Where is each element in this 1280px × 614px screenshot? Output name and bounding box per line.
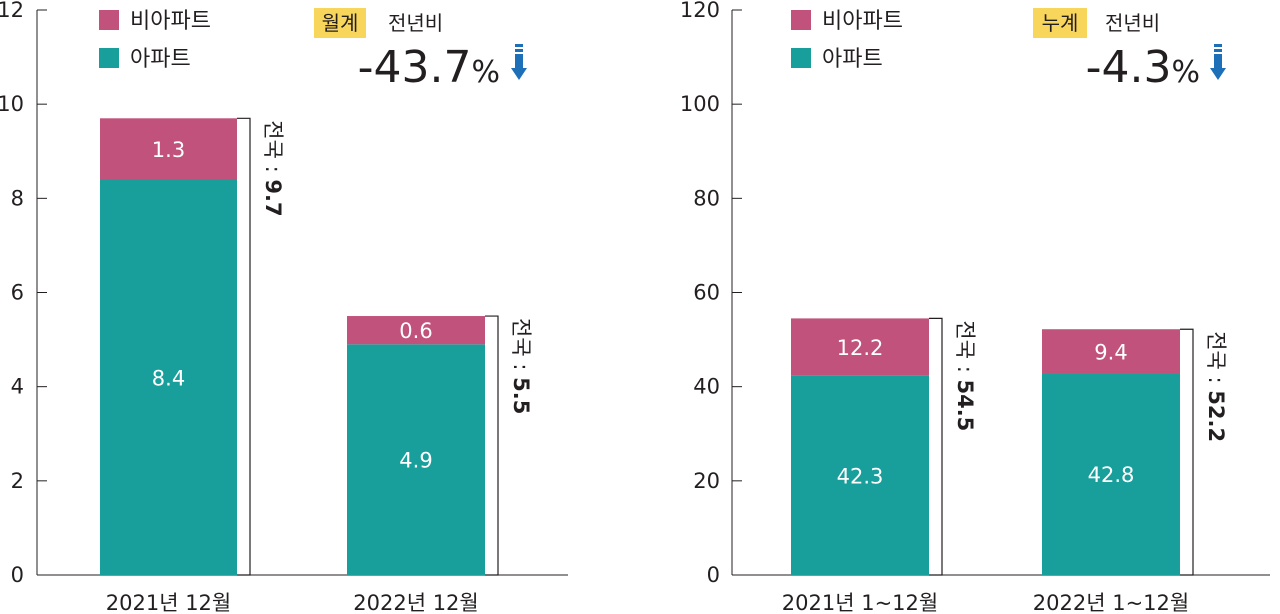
y-tick-label: 12 xyxy=(0,0,24,22)
yoy-unit: % xyxy=(1171,55,1200,90)
y-tick-label: 40 xyxy=(693,375,720,399)
y-tick-label: 6 xyxy=(11,281,24,305)
y-tick-label: 10 xyxy=(0,92,24,116)
period-badge-label: 월계 xyxy=(322,11,359,35)
down-arrow-icon xyxy=(515,49,523,52)
bar-segment-apartment xyxy=(791,375,929,575)
total-bracket xyxy=(237,117,251,576)
down-arrow-icon xyxy=(1214,54,1222,69)
y-tick-label: 100 xyxy=(680,92,720,116)
legend-label: 비아파트 xyxy=(822,9,903,34)
down-arrow-icon xyxy=(1214,49,1222,52)
y-tick-label: 120 xyxy=(680,0,720,22)
y-tick-label: 60 xyxy=(693,281,720,305)
data-label: 4.9 xyxy=(399,449,432,473)
yoy-label: 전년비 xyxy=(388,11,443,35)
period-badge xyxy=(314,8,366,38)
total-value: 5.5 xyxy=(509,377,533,414)
total-label: 전국 : 9.7 xyxy=(261,120,285,216)
data-label: 12.2 xyxy=(837,336,884,360)
bar-segment-apartment xyxy=(100,179,237,575)
bar-segment-non-apartment xyxy=(100,118,237,180)
total-value: 9.7 xyxy=(261,179,285,216)
data-label: 42.3 xyxy=(837,464,884,488)
yoy-label: 전년비 xyxy=(1105,11,1160,35)
total-value: 54.5 xyxy=(953,379,977,431)
bar-segment-non-apartment xyxy=(791,318,929,376)
legend-label: 아파트 xyxy=(130,47,191,72)
y-tick-label: 4 xyxy=(11,375,24,399)
y-tick-label: 20 xyxy=(693,469,720,493)
bar-segment-apartment xyxy=(347,344,485,575)
down-arrow-icon xyxy=(1214,44,1222,47)
x-category-label: 2021년 1~12월 xyxy=(782,591,938,614)
y-tick-label: 8 xyxy=(11,186,24,210)
x-category-label: 2022년 12월 xyxy=(353,591,478,614)
total-value: 52.2 xyxy=(1204,390,1228,442)
total-label: 전국 : 52.2 xyxy=(1204,331,1228,442)
data-label: 9.4 xyxy=(1094,340,1127,364)
bar-segment-non-apartment xyxy=(347,316,485,345)
period-badge xyxy=(1033,8,1087,38)
data-label: 0.6 xyxy=(399,319,432,343)
bar-segment-non-apartment xyxy=(1042,329,1180,374)
y-tick-label: 0 xyxy=(11,563,24,587)
down-arrow-icon xyxy=(515,54,523,69)
bar-segment-apartment xyxy=(1042,373,1180,575)
data-label: 8.4 xyxy=(152,366,185,390)
total-label: 전국 : 5.5 xyxy=(509,318,533,414)
legend-swatch-apartment xyxy=(99,48,119,68)
legend-swatch-apartment xyxy=(791,48,811,68)
period-badge-label: 누계 xyxy=(1042,11,1079,35)
legend-label: 비아파트 xyxy=(130,9,211,34)
total-bracket xyxy=(485,315,499,576)
down-arrow-icon xyxy=(511,68,527,80)
legend-swatch-non-apartment xyxy=(791,10,811,30)
x-category-label: 2021년 12월 xyxy=(106,591,231,614)
total-bracket xyxy=(1180,328,1194,576)
data-label: 42.8 xyxy=(1088,463,1135,487)
down-arrow-icon xyxy=(515,44,523,47)
y-tick-label: 0 xyxy=(707,563,720,587)
y-tick-label: 2 xyxy=(11,469,24,493)
legend-label: 아파트 xyxy=(822,47,883,72)
down-arrow-icon xyxy=(1210,68,1226,80)
total-label: 전국 : 54.5 xyxy=(953,320,977,431)
yoy-value: -4.3% xyxy=(1086,42,1200,93)
yoy-unit: % xyxy=(471,55,500,90)
data-label: 1.3 xyxy=(152,138,185,162)
total-bracket xyxy=(929,317,943,576)
y-tick-label: 80 xyxy=(693,186,720,210)
legend-swatch-non-apartment xyxy=(99,10,119,30)
yoy-value: -43.7% xyxy=(358,42,500,93)
x-category-label: 2022년 1~12월 xyxy=(1033,591,1189,614)
